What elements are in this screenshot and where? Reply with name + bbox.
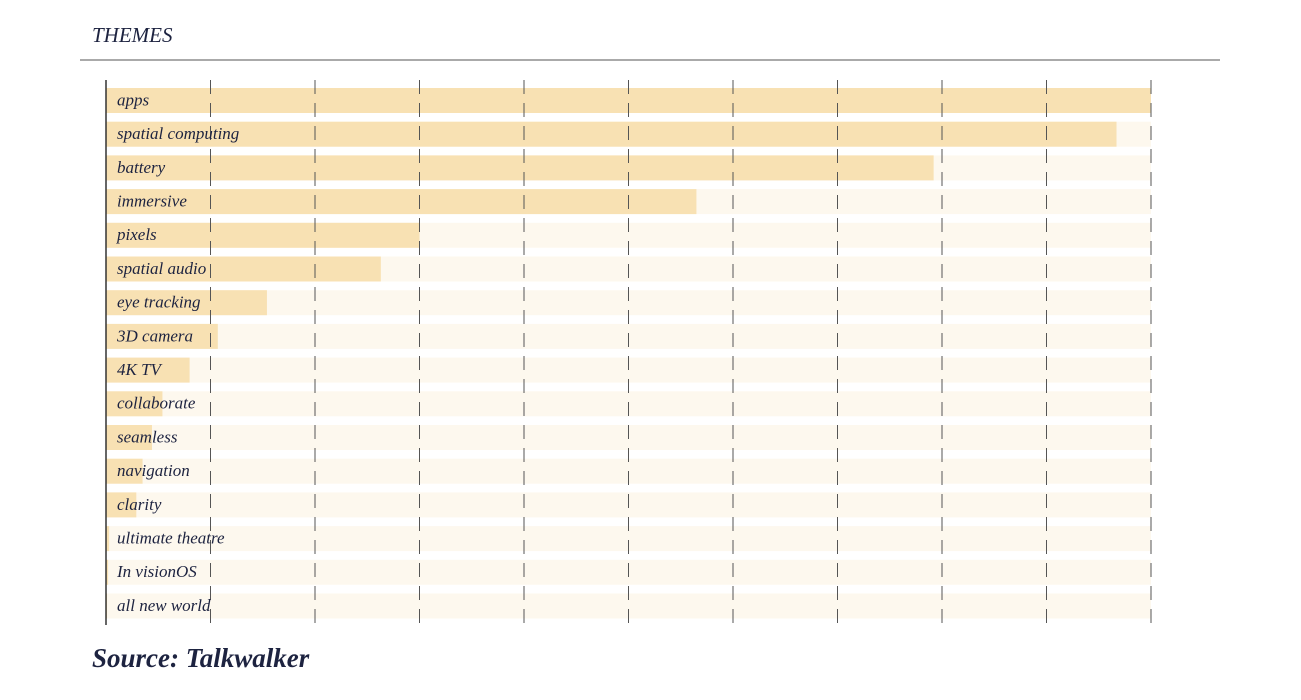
category-label: immersive: [117, 192, 187, 211]
category-label: navigation: [117, 461, 190, 480]
bar: [106, 290, 267, 316]
bar: [106, 323, 218, 349]
plot-area: apps spatial computing battery immersive pix…: [105, 80, 1152, 625]
category-label: 3D camera: [116, 326, 193, 345]
bar: [106, 121, 1117, 147]
bar: [106, 492, 137, 518]
bar: [106, 526, 110, 552]
chart-title: THEMES: [92, 23, 173, 47]
bar: [106, 559, 109, 585]
bar: [106, 189, 697, 215]
category-label: ultimate theatre: [117, 529, 225, 548]
bar: [106, 425, 152, 450]
category-label: 4K TV: [117, 360, 164, 379]
category-label: collaborate: [117, 394, 196, 413]
bar: [106, 458, 143, 484]
category-label: eye tracking: [117, 293, 201, 312]
category-label: clarity: [117, 495, 162, 514]
category-label: all new world: [117, 596, 211, 615]
category-label: In visionOS: [116, 562, 197, 581]
bar: [106, 256, 381, 282]
bar: [106, 222, 420, 248]
category-label: apps: [117, 90, 150, 109]
category-label: seamless: [117, 427, 178, 446]
category-label: spatial computing: [117, 124, 239, 143]
bar: [106, 391, 163, 417]
bar: [106, 155, 934, 181]
bar: [106, 357, 190, 383]
category-label: pixels: [116, 225, 157, 244]
category-label: spatial audio: [117, 259, 206, 278]
category-label: battery: [117, 158, 166, 177]
source-note: Source: Talkwalker: [92, 643, 310, 673]
